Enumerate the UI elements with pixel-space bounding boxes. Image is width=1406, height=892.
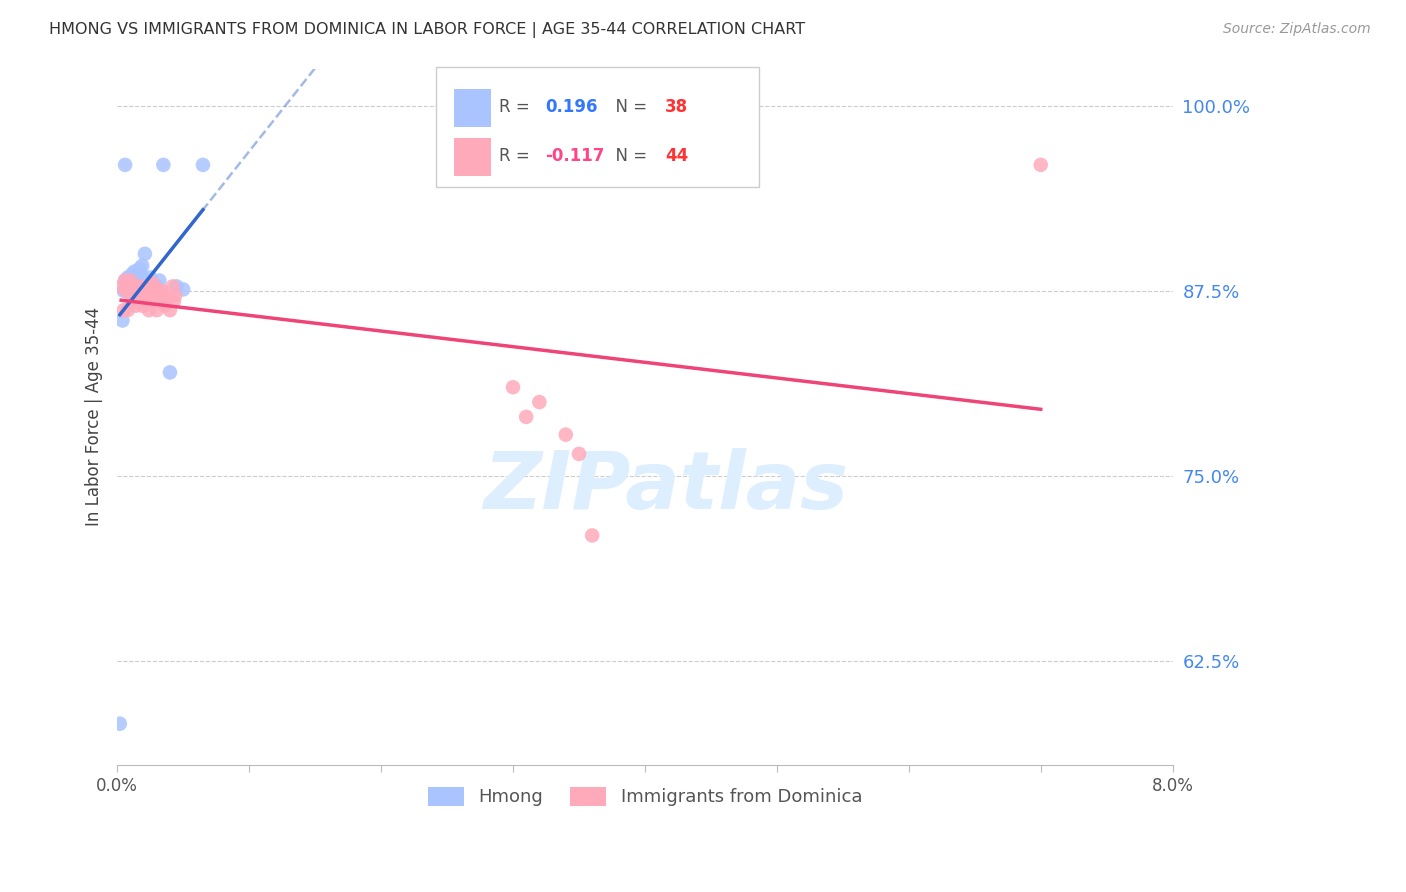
Point <box>163 294 186 309</box>
Point <box>166 279 188 293</box>
Point <box>143 284 166 298</box>
Point <box>165 288 187 302</box>
Point <box>127 279 149 293</box>
Point <box>117 303 139 318</box>
Point <box>515 409 537 424</box>
Point <box>114 158 136 172</box>
Y-axis label: In Labor Force | Age 35-44: In Labor Force | Age 35-44 <box>86 308 103 526</box>
Point <box>152 158 174 172</box>
Point <box>152 288 174 302</box>
Point <box>128 284 150 298</box>
Point <box>134 279 156 293</box>
Point <box>1029 158 1052 172</box>
Point <box>115 284 138 298</box>
Text: N =: N = <box>605 147 652 165</box>
Point <box>111 313 134 327</box>
Point <box>114 273 136 287</box>
Point <box>117 277 139 291</box>
Point <box>127 273 149 287</box>
Point <box>129 268 152 282</box>
Text: 44: 44 <box>665 147 689 165</box>
Point <box>529 395 551 409</box>
Point <box>134 247 156 261</box>
Point <box>118 273 141 287</box>
Point <box>159 303 181 318</box>
Point <box>125 284 148 298</box>
Point <box>135 294 157 309</box>
Text: HMONG VS IMMIGRANTS FROM DOMINICA IN LABOR FORCE | AGE 35-44 CORRELATION CHART: HMONG VS IMMIGRANTS FROM DOMINICA IN LAB… <box>49 22 806 38</box>
Point <box>172 282 194 296</box>
Point <box>117 270 139 285</box>
Text: -0.117: -0.117 <box>546 147 605 165</box>
Point <box>191 158 214 172</box>
Point <box>112 284 135 298</box>
Point <box>128 261 150 276</box>
Point <box>124 299 146 313</box>
Point <box>136 284 159 298</box>
Point <box>142 277 165 291</box>
Point <box>581 528 603 542</box>
Point <box>162 279 184 293</box>
Point <box>110 279 132 293</box>
Point <box>120 270 142 285</box>
Legend: Hmong, Immigrants from Dominica: Hmong, Immigrants from Dominica <box>419 778 872 815</box>
Text: R =: R = <box>499 147 536 165</box>
Point <box>131 299 153 313</box>
Point <box>146 303 169 318</box>
Text: N =: N = <box>605 98 652 116</box>
Point <box>114 273 136 287</box>
Point <box>149 294 172 309</box>
Point <box>124 264 146 278</box>
Point <box>108 716 131 731</box>
Point <box>139 270 162 285</box>
Text: 0.196: 0.196 <box>546 98 598 116</box>
Point <box>121 268 143 282</box>
Point <box>124 277 146 291</box>
Point <box>138 303 160 318</box>
Point <box>141 294 163 309</box>
Point <box>148 284 170 298</box>
Point <box>120 279 142 293</box>
Point <box>121 277 143 291</box>
Point <box>124 288 146 302</box>
Point <box>120 279 142 293</box>
Point <box>131 259 153 273</box>
Point <box>118 284 141 298</box>
Point <box>138 279 160 293</box>
Point <box>502 380 524 394</box>
Point <box>156 291 179 305</box>
Point <box>118 284 141 298</box>
Text: 38: 38 <box>665 98 688 116</box>
Text: ZIPatlas: ZIPatlas <box>484 448 849 525</box>
Point <box>122 284 145 298</box>
Point <box>115 284 138 298</box>
Point <box>146 279 169 293</box>
Point <box>159 365 181 379</box>
Text: Source: ZipAtlas.com: Source: ZipAtlas.com <box>1223 22 1371 37</box>
Point <box>132 279 155 293</box>
Point <box>153 299 176 313</box>
Point <box>120 273 142 287</box>
Point <box>125 291 148 305</box>
Point <box>112 303 135 318</box>
Point <box>554 427 576 442</box>
Point <box>135 273 157 287</box>
Point <box>132 291 155 305</box>
Text: R =: R = <box>499 98 536 116</box>
Point <box>148 273 170 287</box>
Point <box>122 284 145 298</box>
Point <box>568 447 591 461</box>
Point <box>139 279 162 293</box>
Point <box>125 270 148 285</box>
Point <box>124 279 146 293</box>
Point <box>129 288 152 302</box>
Point <box>150 284 173 298</box>
Point <box>121 294 143 309</box>
Point <box>142 277 165 291</box>
Point <box>122 273 145 287</box>
